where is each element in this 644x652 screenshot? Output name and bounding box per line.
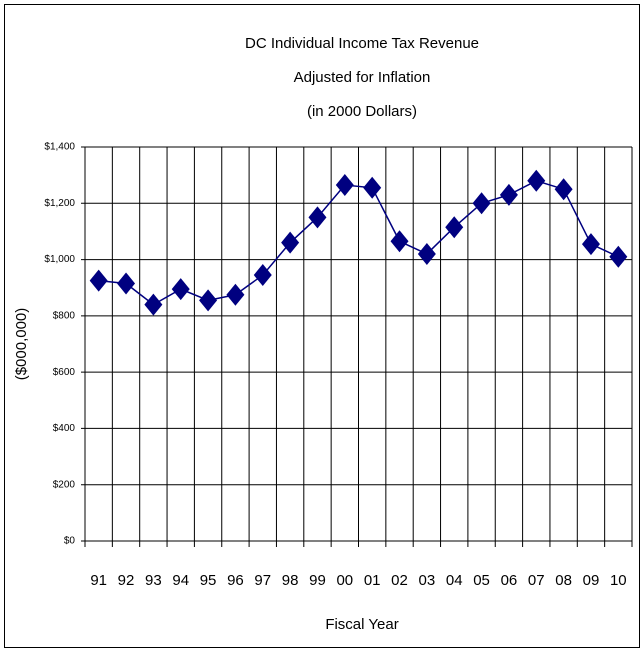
x-tick-label: 95 <box>200 572 217 589</box>
marker <box>171 278 190 301</box>
chart-subtitle: (in 2000 Dollars) <box>307 103 417 120</box>
chart-subtitle: Adjusted for Inflation <box>294 69 431 86</box>
marker <box>417 242 436 265</box>
marker <box>199 289 218 312</box>
x-axis-title: Fiscal Year <box>325 616 398 633</box>
marker <box>527 169 546 192</box>
marker <box>390 230 409 253</box>
x-tick-label: 02 <box>391 572 408 589</box>
x-tick-label: 06 <box>501 572 518 589</box>
x-tick-label: 93 <box>145 572 162 589</box>
marker <box>308 206 327 229</box>
marker <box>609 245 628 268</box>
y-tick-label: $400 <box>53 423 76 434</box>
x-tick-label: 96 <box>227 572 244 589</box>
x-tick-label: 94 <box>172 572 189 589</box>
x-tick-label: 05 <box>473 572 490 589</box>
marker <box>89 269 108 292</box>
marker <box>144 293 163 316</box>
x-tick-label: 09 <box>583 572 600 589</box>
x-tick-label: 97 <box>254 572 271 589</box>
y-tick-label: $600 <box>53 367 76 378</box>
marker <box>554 178 573 201</box>
chart-border <box>4 4 640 648</box>
y-tick-label: $1,400 <box>44 142 75 153</box>
chart-title: DC Individual Income Tax Revenue <box>245 35 479 52</box>
marker <box>117 272 136 295</box>
x-tick-label: 08 <box>555 572 572 589</box>
marker <box>363 176 382 199</box>
marker <box>253 264 272 287</box>
x-tick-label: 07 <box>528 572 545 589</box>
y-tick-label: $0 <box>64 536 76 547</box>
x-tick-label: 10 <box>610 572 627 589</box>
x-tick-label: 91 <box>90 572 107 589</box>
marker <box>499 183 518 206</box>
x-tick-label: 04 <box>446 572 463 589</box>
x-tick-label: 03 <box>419 572 436 589</box>
marker <box>335 173 354 196</box>
y-tick-label: $200 <box>53 479 76 490</box>
x-tick-label: 00 <box>336 572 353 589</box>
x-tick-label: 99 <box>309 572 326 589</box>
marker <box>281 231 300 254</box>
x-tick-label: 01 <box>364 572 381 589</box>
y-tick-label: $1,200 <box>44 198 75 209</box>
y-axis-title: ($000,000) <box>13 308 30 381</box>
marker <box>445 216 464 239</box>
marker <box>226 283 245 306</box>
x-tick-label: 92 <box>118 572 135 589</box>
marker <box>472 192 491 215</box>
y-tick-label: $800 <box>53 310 76 321</box>
y-tick-label: $1,000 <box>44 254 75 265</box>
marker <box>581 233 600 256</box>
x-tick-label: 98 <box>282 572 299 589</box>
